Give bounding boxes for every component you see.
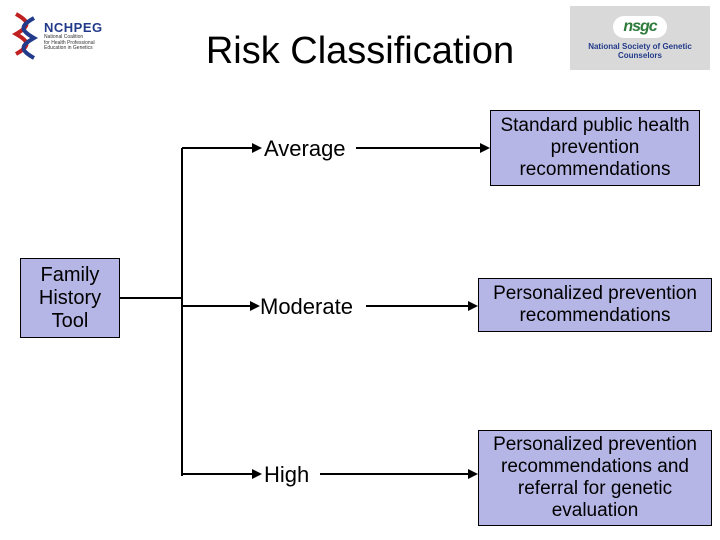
flowchart: Family History Tool Standard public healt…	[0, 90, 720, 540]
arrowhead-avg-out	[480, 143, 490, 153]
arrowhead-to-avg	[252, 143, 262, 153]
node-out2: Personalized prevention recommendations	[478, 278, 712, 332]
edge-to-high	[182, 473, 254, 475]
node-root: Family History Tool	[20, 258, 120, 338]
node-out3: Personalized prevention recommendations …	[478, 430, 712, 526]
edge-avg-out	[356, 147, 482, 149]
arrowhead-high-out	[468, 469, 478, 479]
page-title: Risk Classification	[0, 30, 720, 73]
arrowhead-mod-out	[468, 301, 478, 311]
edge-mod-out	[366, 305, 470, 307]
label-avg: Average	[264, 136, 346, 162]
edge-to-avg	[182, 147, 254, 149]
edge-high-out	[320, 473, 470, 475]
edge-trunk-vert	[181, 148, 183, 476]
arrowhead-to-mod	[250, 301, 260, 311]
node-out1: Standard public health prevention recomm…	[490, 110, 700, 186]
edge-to-mod	[182, 305, 252, 307]
edge-root-right	[120, 297, 182, 299]
label-mod: Moderate	[260, 294, 353, 320]
label-high: High	[264, 462, 309, 488]
arrowhead-to-high	[252, 469, 262, 479]
